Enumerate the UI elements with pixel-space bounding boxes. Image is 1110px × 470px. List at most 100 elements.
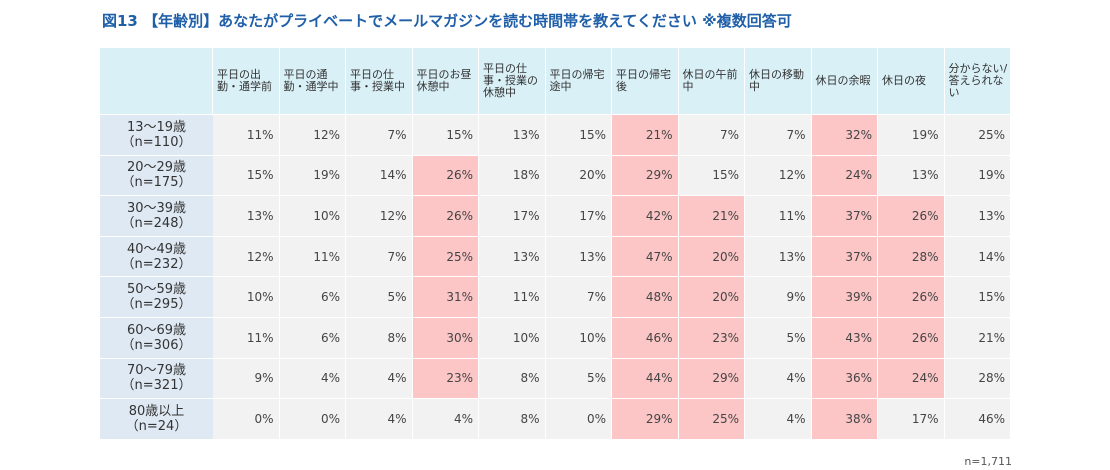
value-cell: 21% [678, 195, 745, 236]
column-header: 分からない/答えられない [944, 48, 1011, 114]
value-cell: 12% [745, 154, 812, 196]
value-cell: 26% [878, 316, 945, 358]
column-header: 平日の仕事・授業中 [346, 48, 413, 114]
value-cell: 8% [346, 316, 413, 358]
value-cell: 9% [745, 276, 812, 317]
value-cell: 0% [545, 398, 612, 439]
value-cell: 11% [479, 276, 546, 317]
column-header: 休日の余暇 [811, 48, 878, 114]
value-cell: 17% [545, 195, 612, 236]
table-row: 30〜39歳 （n=248） 13% 10% 12% 26% 17% 17% 42% 21% 11%… [100, 195, 1011, 236]
value-cell: 15% [678, 154, 745, 196]
table-row: 60〜69歳 （n=306） 11% 6% 8% 30% 10% 10% 46% 23% 5% 43%… [100, 316, 1011, 358]
value-cell: 15% [412, 114, 479, 155]
age-group-label: 40〜49歳 [126, 241, 187, 257]
value-cell: 5% [545, 357, 612, 399]
value-cell: 24% [878, 357, 945, 399]
value-cell: 20% [545, 154, 612, 196]
value-cell: 13% [545, 235, 612, 277]
column-header: 平日の通勤・通学中 [279, 48, 346, 114]
sample-size-label: （n=24） [125, 418, 188, 434]
value-cell: 21% [612, 114, 679, 155]
value-cell: 28% [878, 235, 945, 277]
value-cell: 7% [545, 276, 612, 317]
sample-size-label: （n=175） [121, 175, 192, 191]
column-header: 休日の移動中 [745, 48, 812, 114]
value-cell: 42% [612, 195, 679, 236]
value-cell: 17% [878, 398, 945, 439]
column-header: 平日の帰宅途中 [545, 48, 612, 114]
value-cell: 26% [878, 276, 945, 317]
value-cell: 29% [612, 398, 679, 439]
value-cell: 13% [878, 154, 945, 196]
value-cell: 6% [279, 316, 346, 358]
value-cell: 10% [279, 195, 346, 236]
value-cell: 25% [678, 398, 745, 439]
age-group-label: 70〜79歳 [126, 363, 187, 379]
value-cell: 26% [878, 195, 945, 236]
value-cell: 24% [811, 154, 878, 196]
age-by-time-table: 平日の出勤・通学前 平日の通勤・通学中 平日の仕事・授業中 平日のお昼休憩中 平日の仕事… [100, 48, 1011, 439]
table-row: 50〜59歳 （n=295） 10% 6% 5% 31% 11% 7% 48% 20% 9% 39% 2… [100, 276, 1011, 317]
value-cell: 20% [678, 235, 745, 277]
table-body: 13〜19歳 （n=110） 11% 12% 7% 15% 13% 15% 21% 7% 7% 32%… [100, 114, 1011, 439]
age-group-label: 50〜59歳 [126, 282, 187, 298]
value-cell: 13% [479, 235, 546, 277]
row-label: 60〜69歳 （n=306） [100, 316, 213, 358]
value-cell: 10% [545, 316, 612, 358]
value-cell: 11% [213, 316, 280, 358]
age-group-label: 20〜29歳 [126, 160, 187, 176]
value-cell: 46% [612, 316, 679, 358]
value-cell: 6% [279, 276, 346, 317]
row-label: 20〜29歳 （n=175） [100, 154, 213, 196]
row-label: 70〜79歳 （n=321） [100, 357, 213, 399]
value-cell: 0% [213, 398, 280, 439]
value-cell: 38% [811, 398, 878, 439]
value-cell: 15% [545, 114, 612, 155]
value-cell: 23% [412, 357, 479, 399]
value-cell: 11% [279, 235, 346, 277]
table-header-row: 平日の出勤・通学前 平日の通勤・通学中 平日の仕事・授業中 平日のお昼休憩中 平日の仕事… [100, 48, 1011, 114]
column-header: 休日の午前中 [678, 48, 745, 114]
age-group-label: 13〜19歳 [126, 119, 187, 135]
sample-size-label: （n=306） [121, 337, 192, 353]
value-cell: 26% [412, 154, 479, 196]
sample-size-note: n=1,711 [964, 455, 1012, 468]
value-cell: 48% [612, 276, 679, 317]
value-cell: 39% [811, 276, 878, 317]
column-header: 平日の仕事・授業の休憩中 [479, 48, 546, 114]
column-header: 平日の出勤・通学前 [213, 48, 280, 114]
value-cell: 5% [745, 316, 812, 358]
row-label: 30〜39歳 （n=248） [100, 195, 213, 236]
value-cell: 12% [346, 195, 413, 236]
table-row: 80歳以上 （n=24） 0% 0% 4% 4% 8% 0% 29% 25% 4% 38% 17% 46% [100, 398, 1011, 439]
value-cell: 14% [944, 235, 1011, 277]
value-cell: 4% [412, 398, 479, 439]
value-cell: 19% [279, 154, 346, 196]
column-header: 平日の帰宅後 [612, 48, 679, 114]
value-cell: 9% [213, 357, 280, 399]
value-cell: 21% [944, 316, 1011, 358]
value-cell: 13% [479, 114, 546, 155]
value-cell: 13% [745, 235, 812, 277]
table-row: 13〜19歳 （n=110） 11% 12% 7% 15% 13% 15% 21% 7% 7% 32%… [100, 114, 1011, 155]
value-cell: 7% [745, 114, 812, 155]
value-cell: 43% [811, 316, 878, 358]
value-cell: 17% [479, 195, 546, 236]
value-cell: 13% [213, 195, 280, 236]
row-label: 13〜19歳 （n=110） [100, 114, 213, 155]
value-cell: 36% [811, 357, 878, 399]
table-row: 70〜79歳 （n=321） 9% 4% 4% 23% 8% 5% 44% 29% 4% 36% 24%… [100, 357, 1011, 399]
value-cell: 47% [612, 235, 679, 277]
value-cell: 11% [213, 114, 280, 155]
value-cell: 19% [878, 114, 945, 155]
value-cell: 12% [279, 114, 346, 155]
value-cell: 5% [346, 276, 413, 317]
sample-size-label: （n=295） [121, 297, 192, 313]
chart-title: 図13 【年齢別】あなたがプライベートでメールマガジンを読む時間帯を教えてくださ… [102, 12, 792, 30]
age-group-label: 80歳以上 [128, 403, 185, 419]
sample-size-label: （n=248） [121, 215, 192, 231]
value-cell: 7% [678, 114, 745, 155]
row-label: 40〜49歳 （n=232） [100, 235, 213, 277]
column-header: 休日の夜 [878, 48, 945, 114]
